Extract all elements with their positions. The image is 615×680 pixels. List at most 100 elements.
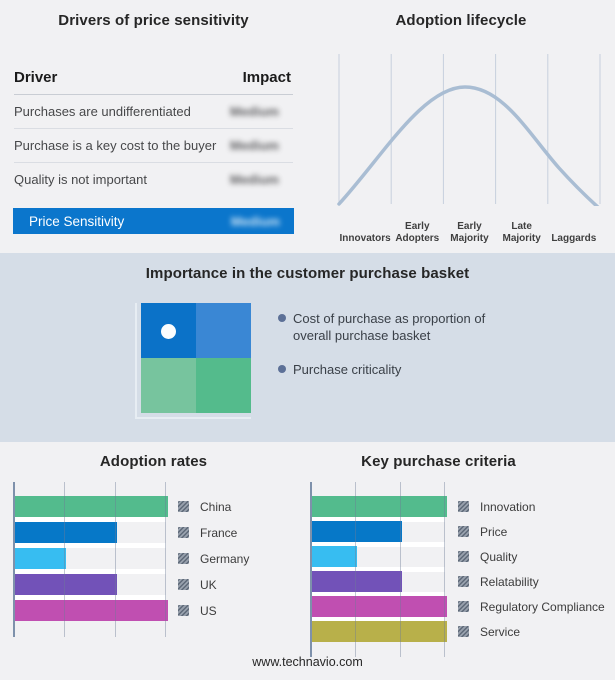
- legend-item: Quality: [458, 546, 605, 567]
- legend-swatch-icon: [458, 526, 469, 537]
- legend-item: China: [178, 496, 249, 517]
- lifecycle-bell-curve-svg: [337, 54, 602, 211]
- bell-curve-path: [337, 85, 602, 211]
- legend-swatch-icon: [458, 551, 469, 562]
- bullet-text: Purchase criticality: [293, 362, 402, 378]
- stage-label-late-majority: Late Majority: [502, 221, 541, 245]
- stage-label-early-majority: Early Majority: [450, 221, 489, 245]
- drivers-panel-title: Drivers of price sensitivity: [58, 12, 249, 29]
- bar-china: [15, 496, 168, 517]
- legend-swatch-icon: [178, 605, 189, 616]
- bar-uk: [15, 574, 117, 595]
- impact-value-blurred: Medium: [229, 172, 279, 187]
- legend-item: Service: [458, 621, 605, 642]
- list-item: Purchase criticality: [278, 361, 493, 378]
- bar-germany: [15, 548, 66, 569]
- y-axis-line: [310, 482, 312, 657]
- drivers-table-header: Driver Impact: [14, 69, 293, 95]
- legend-item: Germany: [178, 548, 249, 569]
- column-header-driver: Driver: [14, 69, 58, 86]
- legend-item: Relatability: [458, 571, 605, 592]
- row-gap: [13, 517, 166, 522]
- table-row: Quality is not important Medium: [14, 163, 293, 196]
- adoption-rates-plot: [13, 482, 168, 637]
- quadrant-bottom-right: [196, 358, 251, 413]
- quadrant-bottom-left: [141, 358, 196, 413]
- position-marker-dot: [161, 324, 176, 339]
- row-gap: [13, 595, 166, 600]
- legend-item: Innovation: [458, 496, 605, 517]
- bar-regulatory-compliance: [312, 596, 447, 617]
- drivers-table: Driver Impact Purchases are undifferenti…: [13, 69, 294, 234]
- row-gap: [310, 567, 445, 572]
- legend-label: France: [200, 525, 238, 540]
- stage-label-laggards: Laggards: [551, 233, 597, 245]
- drivers-panel: Drivers of price sensitivity Driver Impa…: [0, 0, 307, 253]
- key-purchase-criteria-legend: Innovation Price Quality Relatability Re…: [458, 496, 605, 646]
- quadrant-top-right: [196, 303, 251, 358]
- gridline: [165, 482, 166, 637]
- bar-us: [15, 600, 168, 621]
- row-gap: [13, 543, 166, 548]
- legend-swatch-icon: [178, 501, 189, 512]
- gridline: [400, 482, 401, 657]
- impact-value-blurred: Medium: [230, 213, 280, 229]
- lifecycle-stage-labels: Innovators Early Adopters Early Majority…: [339, 211, 601, 247]
- bullet-icon: [278, 365, 286, 374]
- legend-label: Relatability: [480, 574, 539, 589]
- legend-swatch-icon: [458, 576, 469, 587]
- legend-label: Innovation: [480, 499, 536, 514]
- bottom-charts-section: Adoption rates Key purchase criteria Chi…: [0, 442, 615, 680]
- technavio-url[interactable]: www.technavio.com: [252, 655, 363, 669]
- row-gap: [310, 617, 445, 622]
- column-header-impact: Impact: [242, 69, 291, 86]
- key-purchase-criteria-plot: [310, 482, 447, 657]
- bullet-icon: [278, 314, 286, 322]
- legend-swatch-icon: [458, 601, 469, 612]
- quadrant-frame: [135, 303, 251, 419]
- gridline: [355, 482, 356, 657]
- driver-label: Quality is not important: [14, 172, 147, 187]
- legend-label: China: [200, 499, 232, 514]
- driver-label: Purchase is a key cost to the buyer: [14, 138, 217, 153]
- purchase-basket-band: Importance in the customer purchase bask…: [0, 253, 615, 442]
- legend-label: UK: [200, 577, 217, 592]
- basket-bullet-list: Cost of purchase as proportion of overal…: [278, 310, 493, 395]
- row-gap: [310, 517, 445, 522]
- driver-label: Purchases are undifferentiated: [14, 104, 191, 119]
- gridline: [64, 482, 65, 637]
- key-purchase-criteria-title: Key purchase criteria: [361, 453, 516, 470]
- legend-label: Regulatory Compliance: [480, 599, 605, 614]
- purchase-basket-quadrant: [141, 303, 251, 413]
- impact-value-blurred: Medium: [229, 104, 279, 119]
- list-item: Cost of purchase as proportion of overal…: [278, 310, 493, 344]
- legend-swatch-icon: [458, 626, 469, 637]
- gridline: [444, 482, 445, 657]
- table-row: Purchases are undifferentiated Medium: [14, 95, 293, 129]
- stage-label-innovators: Innovators: [339, 233, 391, 245]
- bar-price: [312, 521, 402, 542]
- basket-band-title: Importance in the customer purchase bask…: [145, 265, 470, 282]
- price-sensitivity-summary-row: Price Sensitivity Medium: [13, 208, 294, 234]
- lifecycle-chart: Innovators Early Adopters Early Majority…: [327, 54, 607, 247]
- legend-item: UK: [178, 574, 249, 595]
- legend-label: Price: [480, 524, 508, 539]
- bar-service: [312, 621, 447, 642]
- row-gap: [310, 592, 445, 597]
- lifecycle-panel-title: Adoption lifecycle: [395, 12, 527, 29]
- legend-swatch-icon: [178, 553, 189, 564]
- legend-label: Quality: [480, 549, 518, 564]
- row-gap: [13, 569, 166, 574]
- bar-relatability: [312, 571, 402, 592]
- legend-label: US: [200, 603, 217, 618]
- legend-label: Service: [480, 624, 521, 639]
- price-sensitivity-label: Price Sensitivity: [29, 213, 125, 229]
- legend-item: France: [178, 522, 249, 543]
- row-gap: [310, 542, 445, 547]
- legend-label: Germany: [200, 551, 250, 566]
- adoption-rates-title: Adoption rates: [99, 453, 208, 470]
- legend-item: Price: [458, 521, 605, 542]
- impact-value-blurred: Medium: [229, 138, 279, 153]
- table-row: Purchase is a key cost to the buyer Medi…: [14, 129, 293, 163]
